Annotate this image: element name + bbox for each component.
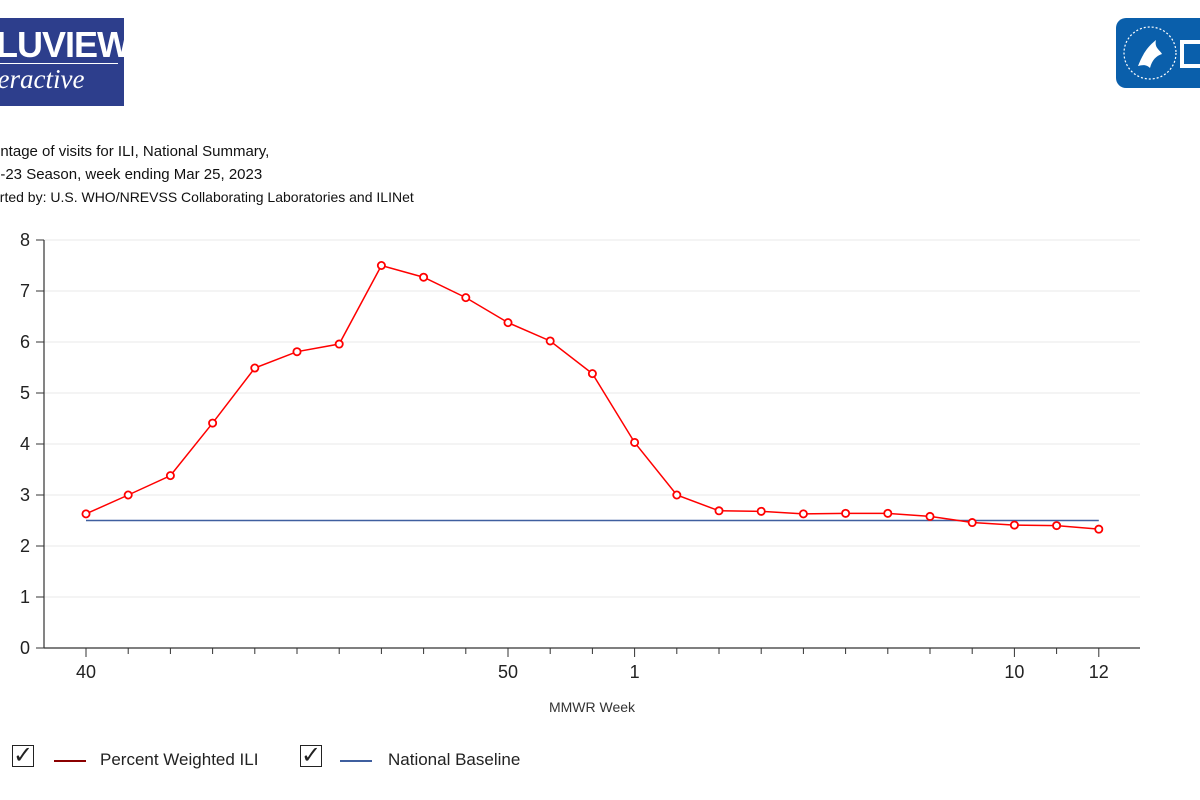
- data-point-ili-week-52: [587, 369, 597, 379]
- data-point-ili-week-10: [1009, 520, 1019, 530]
- y-tick-label: 8: [20, 230, 30, 250]
- data-point-ili-week-51: [545, 336, 555, 346]
- y-tick-label: 3: [20, 485, 30, 505]
- data-point-ili-week-43: [208, 418, 218, 428]
- chart-source: orted by: U.S. WHO/NREVSS Collaborating …: [0, 189, 414, 205]
- x-axis-label: MMWR Week: [549, 699, 636, 715]
- eagle-seal-icon: [1123, 26, 1200, 80]
- data-point-ili-week-45: [292, 347, 302, 357]
- chart-title-block: entage of visits for ILI, National Summa…: [0, 140, 414, 209]
- data-point-ili-week-12: [1094, 524, 1104, 534]
- data-point-ili-week-44: [250, 363, 260, 373]
- y-tick-label: 5: [20, 383, 30, 403]
- fluview-logo: LUVIEW teractive: [0, 18, 124, 106]
- legend-label-ili: Percent Weighted ILI: [100, 750, 259, 769]
- logo-divider: [0, 63, 118, 64]
- data-point-ili-week-7: [883, 508, 893, 518]
- series-line-percent-weighted-ili: [85, 264, 1099, 530]
- data-point-ili-week-11: [1052, 521, 1062, 531]
- x-tick-label: 1: [630, 662, 640, 682]
- legend-checkbox-ili[interactable]: ✓: [12, 741, 34, 769]
- data-point-ili-week-42: [165, 471, 175, 481]
- legend-checkbox-baseline[interactable]: ✓: [300, 741, 322, 769]
- data-point-ili-week-2: [672, 490, 682, 500]
- y-tick-label: 4: [20, 434, 30, 454]
- data-point-ili-week-9: [967, 518, 977, 528]
- logo-title: LUVIEW: [0, 24, 124, 65]
- data-point-ili-week-46: [334, 339, 344, 349]
- data-point-ili-week-3: [714, 506, 724, 516]
- y-tick-label: 7: [20, 281, 30, 301]
- data-point-ili-week-8: [925, 511, 935, 521]
- data-point-ili-week-41: [123, 490, 133, 500]
- legend-swatch-ili: [54, 760, 86, 762]
- data-point-ili-week-6: [841, 508, 851, 518]
- y-tick-label: 2: [20, 536, 30, 556]
- data-point-ili-week-5: [798, 509, 808, 519]
- data-point-ili-week-47: [376, 261, 386, 271]
- data-point-ili-week-4: [756, 506, 766, 516]
- logo-subtitle: teractive: [0, 64, 85, 94]
- x-tick-label: 12: [1089, 662, 1109, 682]
- chart-title: entage of visits for ILI, National Summa…: [0, 143, 270, 160]
- x-tick-label: 40: [76, 662, 96, 682]
- x-tick-label: 50: [498, 662, 518, 682]
- legend-label-baseline: National Baseline: [388, 750, 521, 769]
- y-tick-label: 1: [20, 587, 30, 607]
- data-point-ili-week-48: [419, 272, 429, 282]
- chart-subtitle: 2-23 Season, week ending Mar 25, 2023: [0, 166, 263, 183]
- x-tick-label: 10: [1004, 662, 1024, 682]
- y-tick-label: 0: [20, 638, 30, 658]
- data-point-ili-week-50: [503, 318, 513, 328]
- y-tick-label: 6: [20, 332, 30, 352]
- agency-seal-logo: [1116, 18, 1200, 88]
- legend-swatch-baseline: [340, 760, 372, 762]
- data-point-ili-week-40: [81, 509, 91, 519]
- data-point-ili-week-49: [461, 293, 471, 303]
- data-point-ili-week-1: [630, 437, 640, 447]
